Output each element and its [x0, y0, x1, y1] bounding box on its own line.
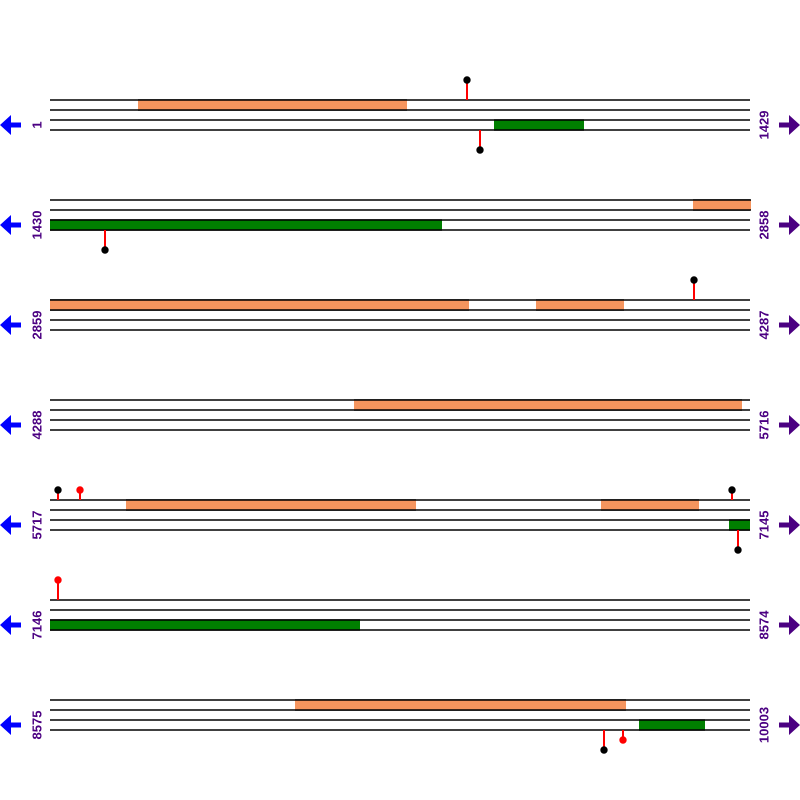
svg-text:5716: 5716 — [756, 411, 771, 440]
svg-text:8575: 8575 — [29, 711, 44, 740]
svg-text:5717: 5717 — [29, 511, 44, 540]
svg-text:2859: 2859 — [29, 311, 44, 340]
svg-text:7146: 7146 — [29, 611, 44, 640]
svg-text:1429: 1429 — [756, 111, 771, 140]
svg-text:4288: 4288 — [29, 411, 44, 440]
svg-text:10003: 10003 — [756, 707, 771, 743]
svg-text:2858: 2858 — [756, 211, 771, 240]
svg-text:8574: 8574 — [756, 610, 771, 640]
svg-text:1430: 1430 — [29, 211, 44, 240]
svg-text:4287: 4287 — [756, 311, 771, 340]
svg-text:1: 1 — [29, 121, 44, 128]
svg-text:7145: 7145 — [756, 511, 771, 540]
